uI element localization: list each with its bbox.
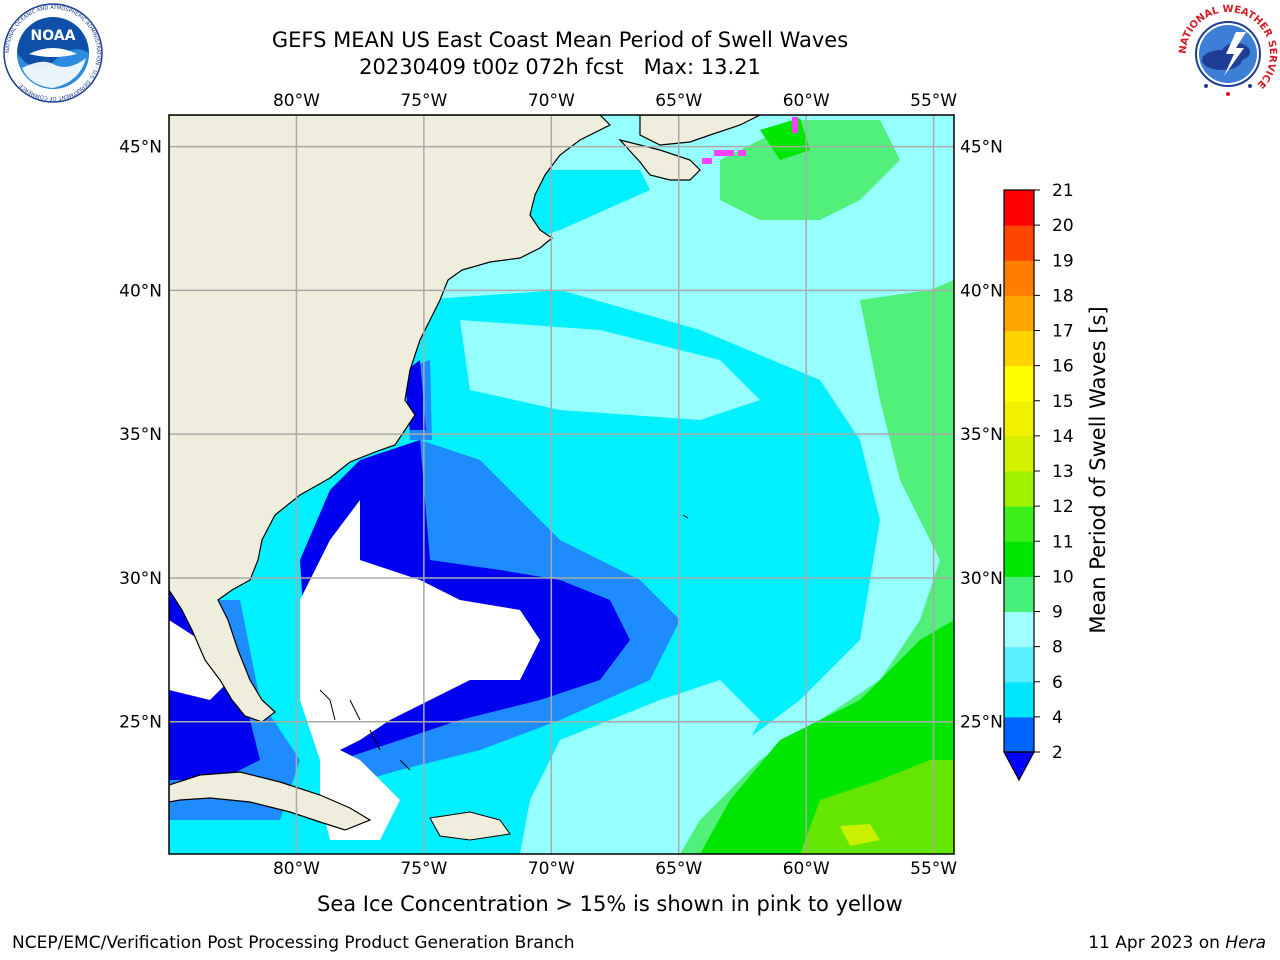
lon-labels-bottom: 80°W 75°W 70°W 65°W 60°W 55°W <box>273 859 957 879</box>
colorbar-tick-label: 4 <box>1052 708 1063 728</box>
colorbar-segment <box>1004 716 1034 753</box>
colorbar-tick-label: 9 <box>1052 603 1063 623</box>
lon-label-top: 55°W <box>910 91 957 111</box>
lat-label-left: 45°N <box>119 138 162 158</box>
colorbar-tick-label: 18 <box>1052 286 1074 306</box>
field-region-8-9 <box>560 115 954 854</box>
field-region-8-9-south <box>520 680 760 854</box>
field-region-12-13 <box>840 824 880 846</box>
colorbar-under-triangle <box>1002 751 1036 782</box>
colorbar-tick-label: 12 <box>1052 497 1074 517</box>
land-hispaniola <box>429 811 511 841</box>
lat-label-right: 30°N <box>960 569 1003 589</box>
colorbar-label: Mean Period of Swell Waves [s] <box>1086 306 1110 633</box>
land-bermuda <box>682 514 689 519</box>
credit-date: 11 Apr 2023 on Hera <box>1088 933 1266 953</box>
lat-label-right: 35°N <box>960 425 1003 445</box>
colorbar-segment <box>1004 435 1034 472</box>
colorbar-segment <box>1004 611 1034 648</box>
map-frame <box>168 114 955 855</box>
lat-label-right: 40°N <box>960 281 1003 301</box>
colorbar-segment <box>1004 541 1034 577</box>
lat-label-left: 35°N <box>119 425 162 445</box>
colorbar-tick-label: 16 <box>1052 357 1074 377</box>
lon-label-top: 75°W <box>400 91 447 111</box>
colorbar-tick-label: 2 <box>1052 743 1063 763</box>
chart-title: GEFS MEAN US East Coast Mean Period of S… <box>271 28 849 52</box>
lon-labels-top: 80°W 75°W 70°W 65°W 60°W 55°W <box>273 91 957 111</box>
land-cuba <box>169 771 372 831</box>
sea-ice-marker <box>714 150 734 156</box>
lon-label-top: 60°W <box>783 91 830 111</box>
field-region-11-12 <box>800 760 954 854</box>
lat-label-left: 40°N <box>119 281 162 301</box>
noaa-logo-icon: NOAA NATIONAL OCEANIC AND ATMOSPHERIC AD… <box>3 3 103 103</box>
map-gridlines <box>169 115 954 854</box>
colorbar-segment <box>1004 646 1034 683</box>
colorbar-tick-label: 11 <box>1052 532 1074 552</box>
land-canada-northeast <box>639 115 761 146</box>
colorbar-tick-label: 17 <box>1052 322 1074 342</box>
colorbar-segment <box>1004 400 1034 437</box>
lon-label-top: 70°W <box>528 91 575 111</box>
colorbar-segment <box>1004 471 1034 507</box>
lat-labels-left: 45°N 40°N 35°N 30°N 25°N <box>119 138 162 733</box>
sea-ice-marker <box>702 158 712 164</box>
colorbar-tick-label: 19 <box>1052 251 1074 271</box>
colorbar-tick-label: 13 <box>1052 462 1074 482</box>
colorbar-tick-label: 10 <box>1052 567 1074 587</box>
lon-label-top: 65°W <box>655 91 702 111</box>
lat-label-right: 25°N <box>960 713 1003 733</box>
colorbar-tick-label: 15 <box>1052 392 1074 412</box>
lon-label-bottom: 70°W <box>528 859 575 879</box>
sea-ice-marker <box>738 150 746 156</box>
lon-label-bottom: 60°W <box>783 859 830 879</box>
lat-label-right: 45°N <box>960 138 1003 158</box>
lon-label-bottom: 65°W <box>655 859 702 879</box>
colorbar-segment <box>1004 295 1034 331</box>
map-area <box>169 115 954 854</box>
lon-label-top: 80°W <box>273 91 320 111</box>
land-bahamas <box>319 689 411 771</box>
colorbar-tick-label: 14 <box>1052 427 1074 447</box>
colorbar-segment <box>1004 260 1034 296</box>
sea-ice-footnote: Sea Ice Concentration > 15% is shown in … <box>317 892 903 916</box>
lon-label-bottom: 75°W <box>400 859 447 879</box>
credit-machine: Hera <box>1225 933 1266 953</box>
colorbar-segment <box>1004 365 1034 402</box>
land-nova-scotia <box>618 138 701 181</box>
colorbar-segment <box>1004 681 1034 718</box>
credit-organization: NCEP/EMC/Verification Post Processing Pr… <box>12 933 575 953</box>
chart-subtitle: 20230409 t00z 072h fcst Max: 13.21 <box>359 55 761 79</box>
colorbar-tick-label: 8 <box>1052 638 1063 658</box>
colorbar-segment <box>1004 225 1034 261</box>
colorbar-segment <box>1004 576 1034 612</box>
nws-logo-icon: NATIONAL WEATHER SERVICE <box>1178 4 1278 104</box>
noaa-logo-text: NOAA <box>31 28 76 44</box>
lat-label-left: 25°N <box>119 713 162 733</box>
credit-date-text: 11 Apr 2023 on <box>1088 933 1220 953</box>
colorbar-segment <box>1004 190 1034 226</box>
colorbar-tick-label: 20 <box>1052 216 1074 236</box>
field-region-under-2 <box>300 500 540 760</box>
lon-label-bottom: 55°W <box>910 859 957 879</box>
field-region-8-9-mid <box>460 320 760 420</box>
colorbar: 2 4 6 8 9 10 11 12 13 14 15 16 17 18 19 20 21 <box>1002 181 1074 782</box>
field-region-6-8-north <box>520 170 650 240</box>
lat-labels-right: 45°N 40°N 35°N 30°N 25°N <box>960 138 1003 733</box>
colorbar-segment <box>1004 330 1034 367</box>
field-region-under-2-west <box>169 620 230 700</box>
land-north-america <box>169 115 612 723</box>
colorbar-segment <box>1004 506 1034 542</box>
colorbar-tick-label: 21 <box>1052 181 1074 201</box>
sea-ice-marker <box>792 117 798 133</box>
field-region-9-10-ne <box>720 120 900 220</box>
colorbar-tick-label: 6 <box>1052 673 1063 693</box>
lat-label-left: 30°N <box>119 569 162 589</box>
lon-label-bottom: 80°W <box>273 859 320 879</box>
land-masses <box>169 115 761 841</box>
